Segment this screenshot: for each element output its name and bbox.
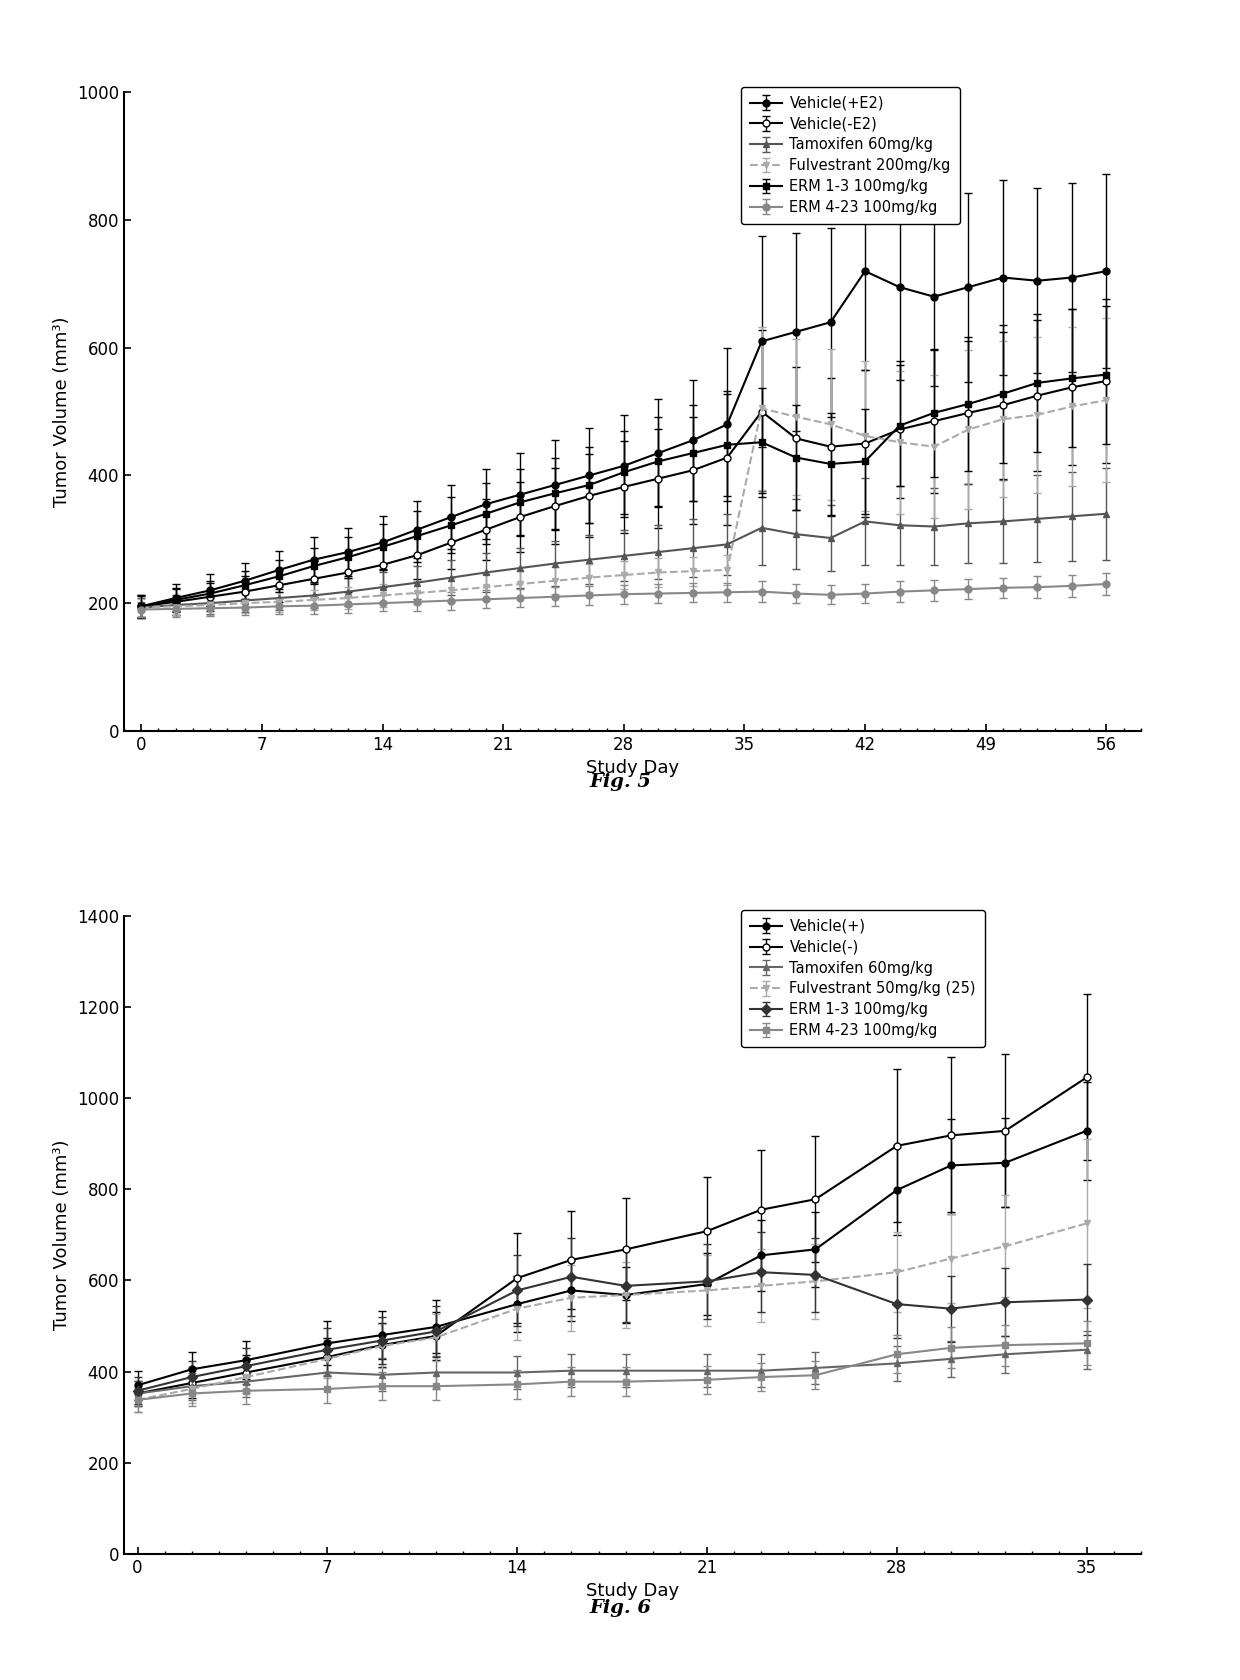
Text: Fig. 5: Fig. 5 [589,773,651,791]
Text: Fig. 6: Fig. 6 [589,1599,651,1618]
Legend: Vehicle(+), Vehicle(-), Tamoxifen 60mg/kg, Fulvestrant 50mg/kg (25), ERM 1-3 100: Vehicle(+), Vehicle(-), Tamoxifen 60mg/k… [742,911,985,1047]
Y-axis label: Tumor Volume (mm³): Tumor Volume (mm³) [53,316,72,507]
X-axis label: Study Day: Study Day [585,1583,680,1601]
Y-axis label: Tumor Volume (mm³): Tumor Volume (mm³) [53,1139,72,1331]
X-axis label: Study Day: Study Day [585,759,680,778]
Legend: Vehicle(+E2), Vehicle(-E2), Tamoxifen 60mg/kg, Fulvestrant 200mg/kg, ERM 1-3 100: Vehicle(+E2), Vehicle(-E2), Tamoxifen 60… [742,87,960,223]
